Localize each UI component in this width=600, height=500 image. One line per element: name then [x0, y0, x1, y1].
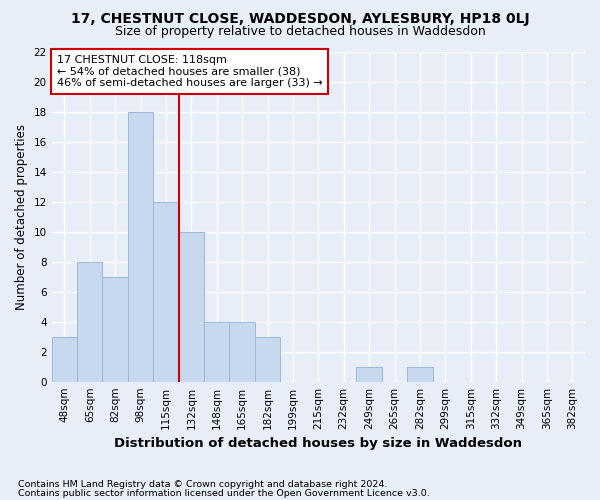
Text: Contains HM Land Registry data © Crown copyright and database right 2024.: Contains HM Land Registry data © Crown c… — [18, 480, 388, 489]
Text: 17 CHESTNUT CLOSE: 118sqm
← 54% of detached houses are smaller (38)
46% of semi-: 17 CHESTNUT CLOSE: 118sqm ← 54% of detac… — [57, 55, 323, 88]
Bar — [229, 322, 255, 382]
Bar — [255, 336, 280, 382]
Text: Size of property relative to detached houses in Waddesdon: Size of property relative to detached ho… — [115, 25, 485, 38]
Text: 17, CHESTNUT CLOSE, WADDESDON, AYLESBURY, HP18 0LJ: 17, CHESTNUT CLOSE, WADDESDON, AYLESBURY… — [71, 12, 529, 26]
Bar — [179, 232, 204, 382]
Bar — [128, 112, 153, 382]
Bar — [153, 202, 179, 382]
Bar — [356, 366, 382, 382]
Bar — [407, 366, 433, 382]
Bar — [77, 262, 103, 382]
Y-axis label: Number of detached properties: Number of detached properties — [15, 124, 28, 310]
Bar — [103, 276, 128, 382]
X-axis label: Distribution of detached houses by size in Waddesdon: Distribution of detached houses by size … — [115, 437, 523, 450]
Bar — [204, 322, 229, 382]
Bar — [52, 336, 77, 382]
Text: Contains public sector information licensed under the Open Government Licence v3: Contains public sector information licen… — [18, 488, 430, 498]
